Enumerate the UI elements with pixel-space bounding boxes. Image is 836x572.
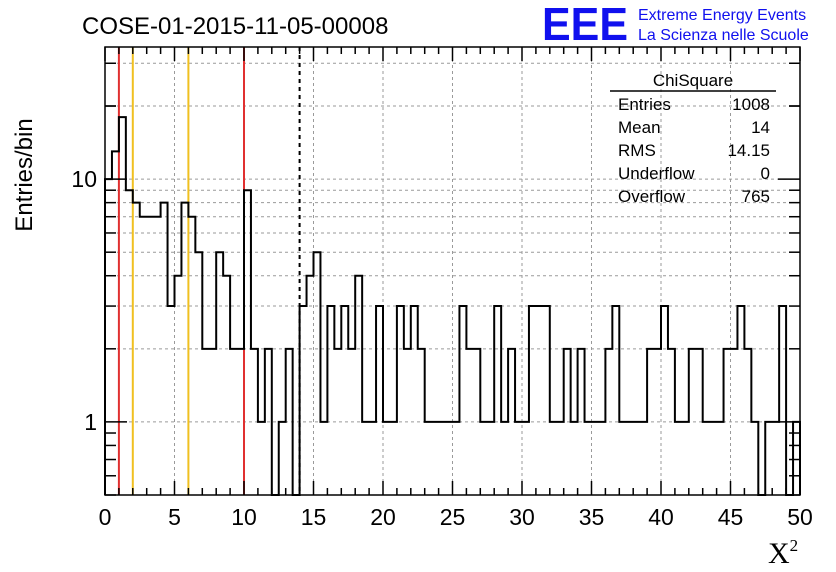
x-axis-label: X2	[768, 536, 798, 570]
eee-logo: EEE Extreme Energy Events La Scienza nel…	[542, 0, 809, 50]
x-tick-label: 15	[301, 504, 327, 530]
stats-row-label: RMS	[618, 141, 656, 160]
stats-row-label: Mean	[618, 118, 661, 137]
stats-row-value: 0	[761, 164, 770, 183]
x-tick-label: 40	[648, 504, 674, 530]
axis-ticks: 0 5 10 15 20 25 30 35 40 45 50 1 10	[71, 47, 813, 530]
x-tick-label: 25	[440, 504, 466, 530]
stats-row-value: 1008	[732, 95, 770, 114]
x-tick-label: 10	[231, 504, 257, 530]
x-tick-label: 35	[579, 504, 605, 530]
chart-title: COSE-01-2015-11-05-00008	[82, 13, 388, 40]
x-tick-label: 45	[718, 504, 744, 530]
stats-row-value: 14.15	[727, 141, 770, 160]
x-tick-label: 50	[787, 504, 813, 530]
x-tick-label: 0	[99, 504, 112, 530]
logo-line2: La Scienza nelle Scuole	[638, 27, 809, 44]
stats-row-value: 14	[751, 118, 770, 137]
logo-line1: Extreme Energy Events	[638, 7, 806, 24]
stats-box: ChiSquare Entries 1008 Mean 14 RMS 14.15 Under…	[610, 71, 776, 206]
grid-lines	[105, 47, 800, 495]
x-tick-label: 20	[370, 504, 396, 530]
x-axis-label-superscript: 2	[790, 536, 799, 555]
stats-row-value: 765	[742, 187, 770, 206]
y-tick-label: 1	[84, 409, 97, 435]
stats-box-title: ChiSquare	[653, 71, 733, 90]
histogram-step-line	[104, 116, 801, 496]
x-tick-label: 5	[168, 504, 181, 530]
stats-row-label: Entries	[618, 95, 671, 114]
stats-row-label: Overflow	[618, 187, 686, 206]
stats-row-label: Underflow	[618, 164, 695, 183]
logo-letters: EEE	[542, 0, 628, 50]
y-axis-label: Entries/bin	[11, 118, 38, 231]
x-tick-label: 30	[509, 504, 535, 530]
y-tick-label: 10	[71, 166, 97, 192]
